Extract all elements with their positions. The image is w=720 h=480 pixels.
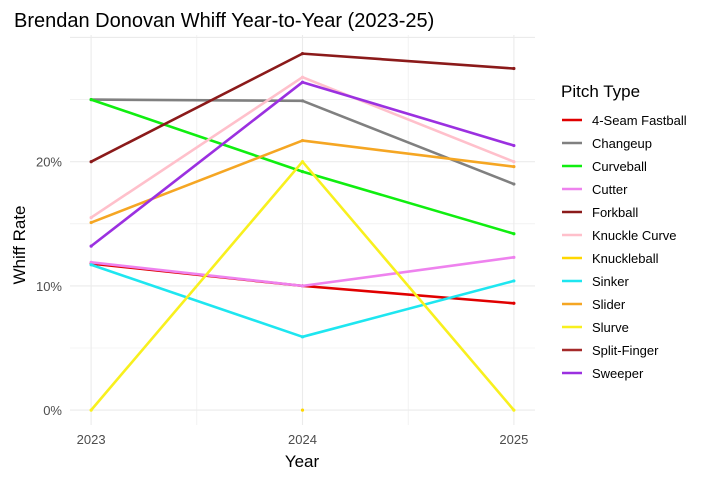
series-sinker <box>89 263 516 339</box>
series-line-slider <box>90 139 515 224</box>
x-axis-label: Year <box>285 452 320 471</box>
legend-label-knuckleball: Knuckleball <box>592 251 659 266</box>
legend-label-changeup: Changeup <box>592 136 652 151</box>
legend: 4-Seam Fastball Changeup Curveball Cutter Fo… <box>562 113 687 381</box>
series-sweeper <box>89 80 516 248</box>
series-line-slurve <box>90 160 515 411</box>
data-point-knuckleball <box>300 408 305 412</box>
x-tick-label: 2023 <box>77 432 106 447</box>
series-slurve <box>89 160 516 412</box>
y-axis-label: Whiff Rate <box>10 205 29 284</box>
series-line-sinker <box>90 263 515 339</box>
legend-label-slurve: Slurve <box>592 320 629 335</box>
series-curveball <box>89 97 516 236</box>
legend-label-sinker: Sinker <box>592 274 630 289</box>
legend-label-knuckle-curve: Knuckle Curve <box>592 228 677 243</box>
legend-label-4-seam-fastball: 4-Seam Fastball <box>592 113 687 128</box>
series-line-knuckle-curve <box>90 75 515 219</box>
series-knuckle-curve <box>89 75 516 220</box>
y-tick-label: 20% <box>36 155 62 170</box>
series-slider <box>89 138 516 225</box>
x-tick-label: 2025 <box>499 432 528 447</box>
series-line-curveball <box>90 98 515 235</box>
legend-label-split-finger: Split-Finger <box>592 343 659 358</box>
legend-title: Pitch Type <box>561 82 640 101</box>
legend-label-curveball: Curveball <box>592 159 647 174</box>
chart-title: Brendan Donovan Whiff Year-to-Year (2023… <box>14 10 434 32</box>
legend-label-forkball: Forkball <box>592 205 638 220</box>
legend-label-cutter: Cutter <box>592 182 628 197</box>
series-forkball <box>89 52 516 164</box>
x-tick-label: 2024 <box>288 432 317 447</box>
series-line-cutter <box>90 256 515 288</box>
legend-label-slider: Slider <box>592 297 626 312</box>
y-tick-label: 10% <box>36 279 62 294</box>
series-line-changeup <box>91 98 515 186</box>
y-tick-label: 0% <box>43 403 62 418</box>
series-line-sweeper <box>90 80 515 248</box>
series-knuckleball <box>300 408 305 412</box>
series-line-forkball <box>90 52 514 163</box>
series-cutter <box>89 255 516 288</box>
legend-label-sweeper: Sweeper <box>592 366 644 381</box>
